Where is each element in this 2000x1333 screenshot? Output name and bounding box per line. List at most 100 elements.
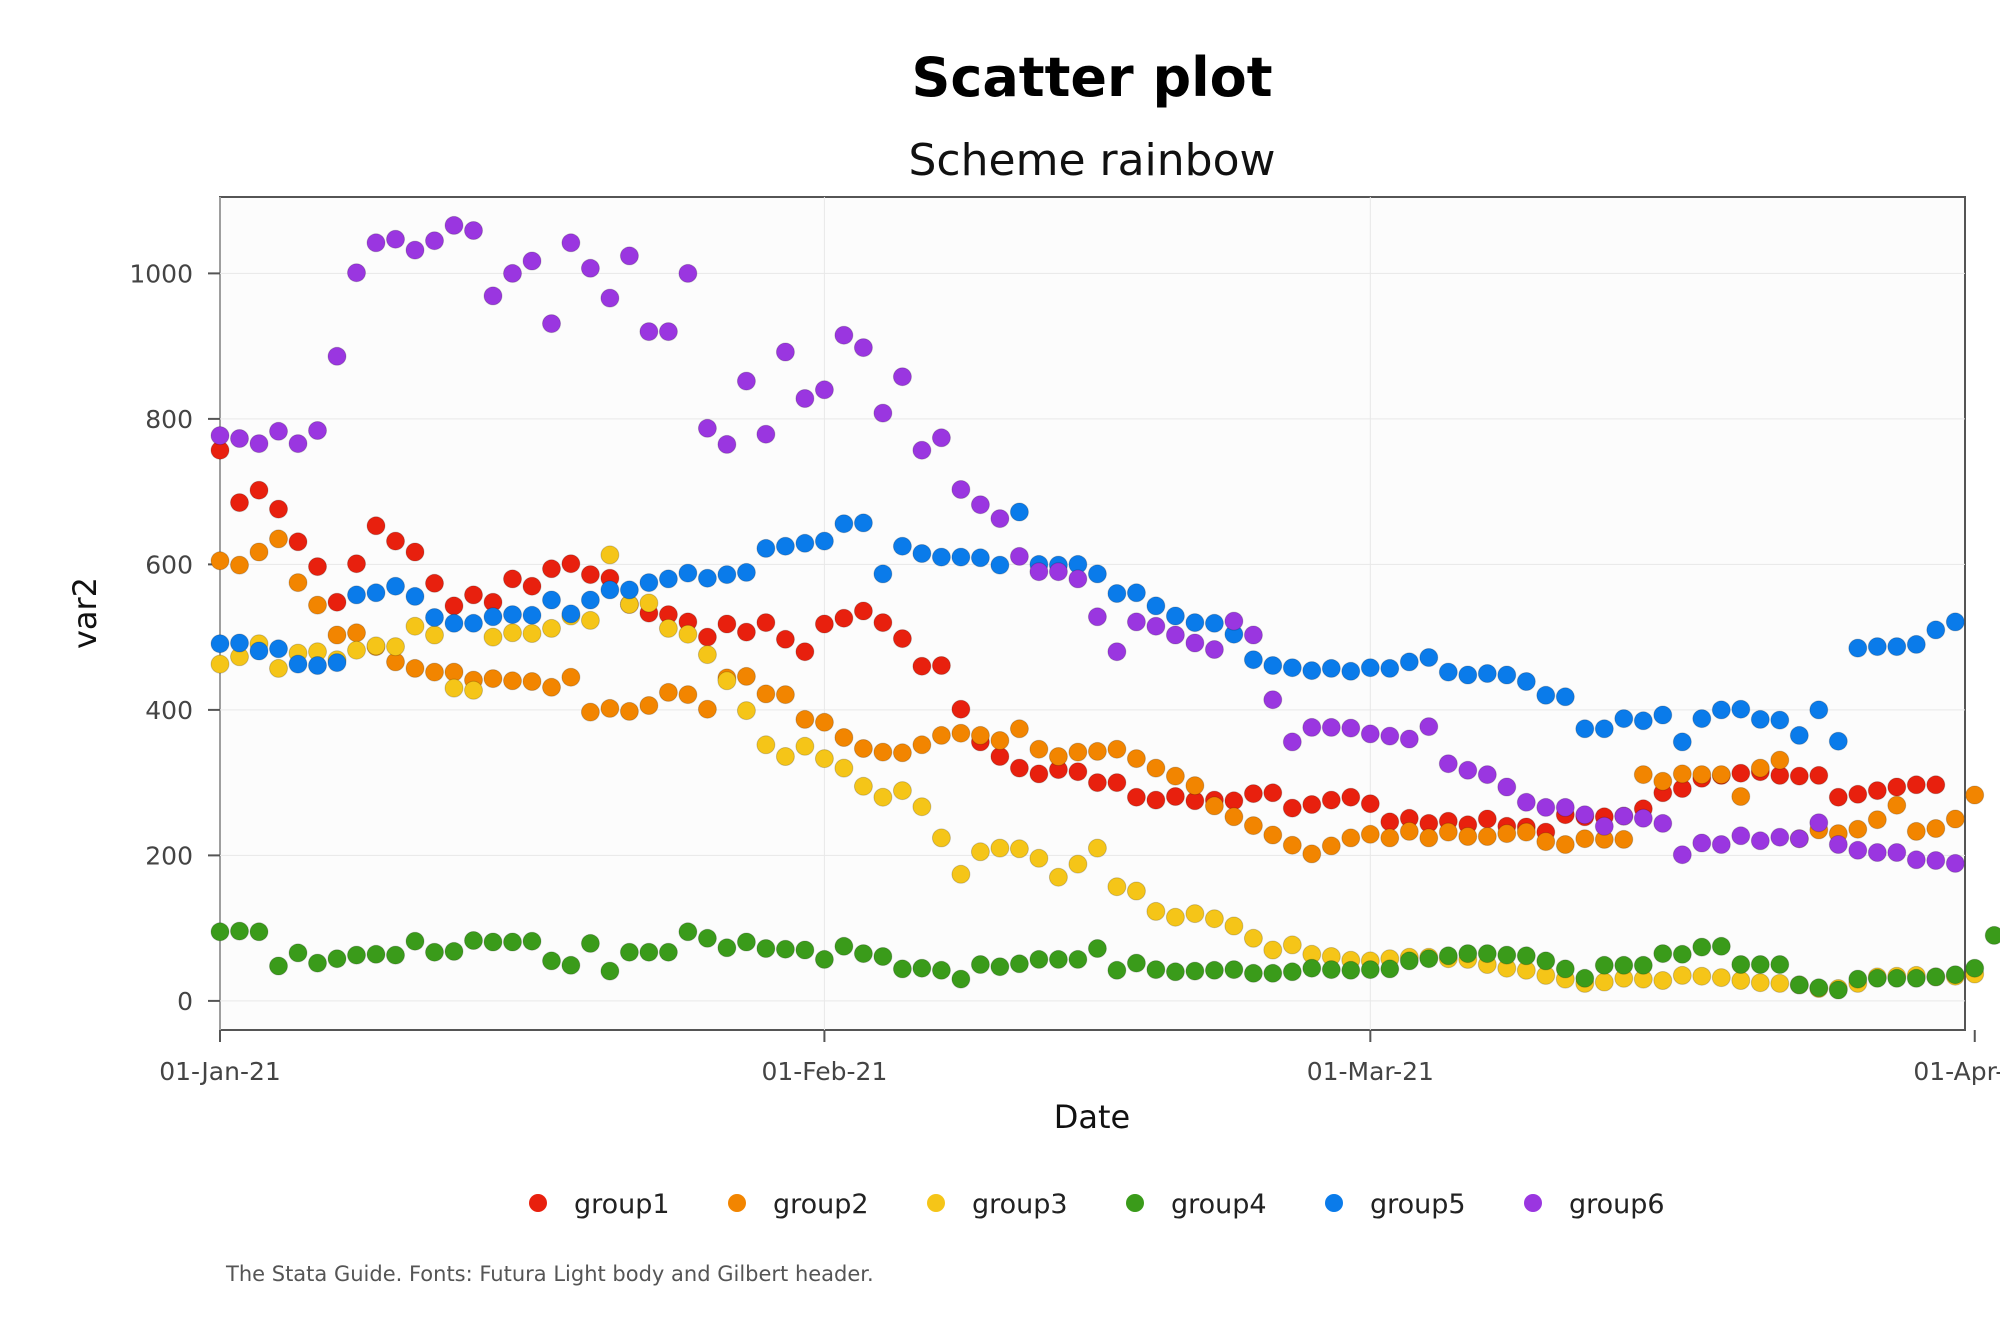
data-point <box>873 947 893 966</box>
data-point <box>1848 638 1868 658</box>
data-point <box>1107 960 1127 980</box>
data-point <box>1165 907 1185 927</box>
data-point <box>1341 718 1361 738</box>
data-point <box>1536 832 1556 852</box>
data-point <box>1887 795 1907 815</box>
data-point <box>1575 968 1595 988</box>
data-point <box>736 666 756 686</box>
data-point <box>1653 813 1673 833</box>
data-point <box>405 586 425 606</box>
data-point <box>795 389 815 408</box>
data-point <box>1380 726 1400 746</box>
data-point <box>1536 685 1556 705</box>
data-point <box>1009 954 1029 974</box>
data-point <box>1497 777 1517 797</box>
data-point <box>1263 656 1283 675</box>
data-point <box>990 957 1010 977</box>
data-point <box>795 642 815 662</box>
data-point <box>658 569 678 589</box>
data-point <box>249 641 269 661</box>
data-point <box>1477 765 1497 785</box>
data-point <box>386 229 405 249</box>
data-point <box>951 480 971 499</box>
data-point <box>990 838 1010 858</box>
data-point <box>1731 787 1751 806</box>
data-point <box>1887 968 1907 988</box>
data-point <box>1458 760 1478 780</box>
x-tick-label: 01-Feb-21 <box>761 1057 887 1086</box>
legend-label: group3 <box>972 1189 1068 1220</box>
data-point <box>912 958 932 978</box>
data-point <box>1594 955 1614 975</box>
data-point <box>658 942 678 962</box>
x-tick-label: 01-Mar-21 <box>1307 1057 1434 1086</box>
data-point <box>483 627 503 647</box>
data-point <box>1477 809 1497 829</box>
data-point <box>756 684 776 704</box>
chart-title: Scatter plot <box>911 46 1272 109</box>
data-point <box>1536 951 1556 971</box>
data-point <box>775 536 795 556</box>
data-point <box>775 747 795 766</box>
data-point <box>697 568 717 588</box>
data-point <box>736 562 756 582</box>
data-point <box>561 233 581 253</box>
data-point <box>736 932 756 952</box>
data-point <box>464 931 483 950</box>
data-point <box>1360 794 1380 814</box>
data-point <box>347 623 366 643</box>
data-point <box>1302 844 1322 864</box>
data-point <box>1360 960 1380 980</box>
data-point <box>1906 821 1926 841</box>
data-point <box>1555 959 1575 979</box>
data-point <box>1341 960 1361 980</box>
data-point <box>1360 824 1380 844</box>
data-point <box>1809 700 1829 720</box>
data-point <box>1750 831 1770 851</box>
data-point <box>1516 792 1536 812</box>
data-point <box>1867 968 1887 988</box>
data-point <box>230 429 249 448</box>
data-point <box>1575 829 1595 849</box>
data-point <box>1965 958 1985 978</box>
y-tick-label: 1000 <box>129 259 193 288</box>
y-axis-title: var2 <box>66 577 104 649</box>
data-point <box>444 215 464 235</box>
data-point <box>1536 797 1556 817</box>
series-group2 <box>210 529 1985 864</box>
data-point <box>775 629 795 649</box>
data-point <box>1185 613 1205 633</box>
data-point <box>1614 806 1634 826</box>
data-point <box>1360 724 1380 744</box>
data-point <box>1672 764 1692 784</box>
data-point <box>1419 949 1439 969</box>
data-point <box>1360 658 1380 678</box>
legend: group1 group2 group3 group4 group5 group6 <box>529 1189 1665 1220</box>
data-point <box>1419 648 1439 667</box>
data-point <box>1107 773 1127 793</box>
data-point <box>756 735 776 755</box>
data-point <box>853 944 873 964</box>
data-point <box>1165 766 1185 786</box>
data-point <box>1672 965 1692 985</box>
data-point <box>970 842 990 862</box>
data-point <box>951 723 971 743</box>
data-point <box>1029 562 1049 582</box>
data-point <box>678 624 698 644</box>
data-point <box>912 544 932 563</box>
data-point <box>658 682 678 702</box>
data-point <box>619 701 639 721</box>
data-point <box>990 747 1010 766</box>
data-point <box>308 557 327 577</box>
data-point <box>1399 821 1419 841</box>
data-point <box>386 637 405 657</box>
data-point <box>1263 690 1283 710</box>
data-point <box>542 314 561 334</box>
data-point <box>1126 881 1146 901</box>
data-point <box>1926 620 1946 640</box>
data-point <box>1731 763 1751 783</box>
data-point <box>1087 607 1107 627</box>
data-point <box>580 565 600 585</box>
data-point <box>464 221 483 240</box>
data-point <box>1068 742 1088 762</box>
